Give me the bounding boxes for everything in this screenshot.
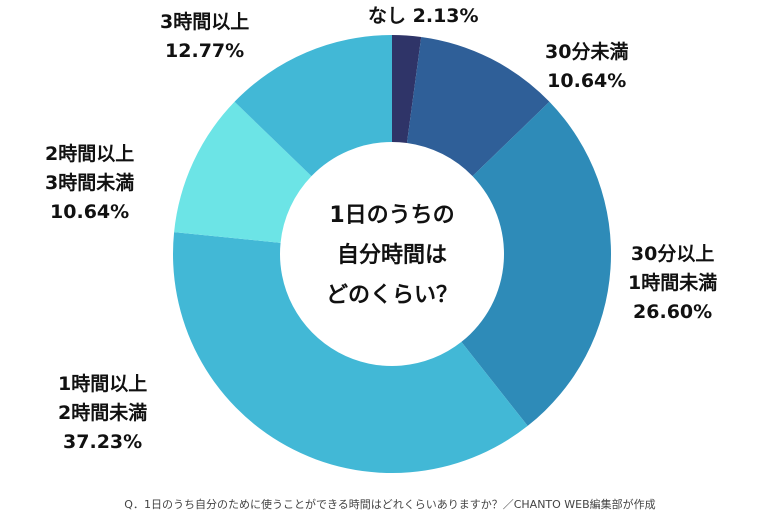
donut-slice-3 — [172, 232, 528, 473]
source-note: Q．1日のうち自分のために使うことができる時間はどれくらいありますか？／CHAN… — [124, 498, 656, 511]
center-title: 1日のうちの 自分時間は どのくらい？ — [325, 203, 458, 308]
label-over-3h: 3時間以上 12.77% — [160, 11, 250, 62]
label-under-30min: 30分未満 10.64% — [545, 41, 629, 92]
donut-slice-5 — [234, 35, 392, 177]
donut-slice-1 — [406, 36, 550, 177]
label-none: なし 2.13% — [368, 5, 479, 27]
donut-slice-0 — [392, 35, 422, 144]
label-2h-3h: 2時間以上 3時間未満 10.64% — [45, 143, 135, 223]
label-1h-2h: 1時間以上 2時間未満 37.23% — [58, 373, 148, 453]
donut-slice-2 — [461, 101, 611, 426]
label-30min-1h: 30分以上 1時間未満 26.60% — [628, 243, 718, 323]
donut-slice-4 — [174, 101, 312, 243]
